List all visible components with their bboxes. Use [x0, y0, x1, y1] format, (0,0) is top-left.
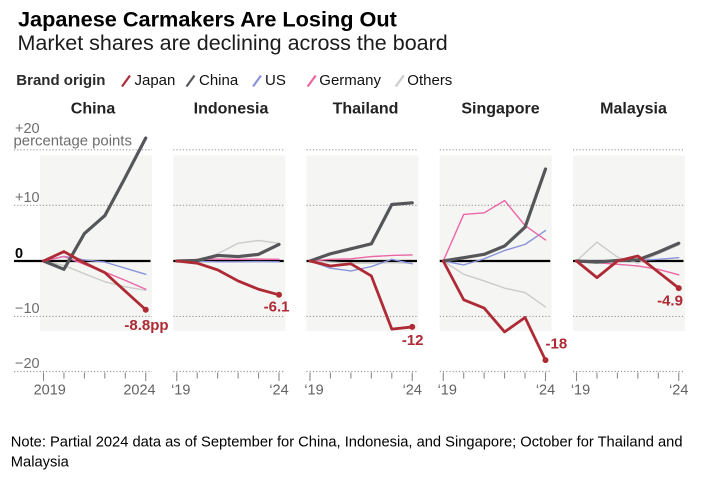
svg-text:Malaysia: Malaysia — [11, 455, 70, 471]
svg-text:Malaysia: Malaysia — [600, 101, 667, 118]
svg-text:Others: Others — [407, 72, 452, 89]
svg-text:Market shares are declining ac: Market shares are declining across the b… — [18, 31, 448, 55]
svg-text:Note: Partial 2024 data as of: Note: Partial 2024 data as of September … — [11, 435, 683, 451]
svg-text:‘24: ‘24 — [536, 382, 555, 398]
svg-text:Indonesia: Indonesia — [194, 101, 269, 118]
svg-text:-4.9: -4.9 — [657, 293, 683, 310]
svg-text:-18: -18 — [546, 336, 568, 353]
svg-text:-12: -12 — [402, 332, 424, 349]
svg-text:Germany: Germany — [319, 72, 381, 89]
svg-text:Japan: Japan — [135, 72, 176, 89]
svg-text:−10: −10 — [15, 301, 40, 317]
svg-text:‘24: ‘24 — [403, 382, 422, 398]
svg-text:Japanese Carmakers Are Losing: Japanese Carmakers Are Losing Out — [18, 6, 397, 31]
svg-text:‘19: ‘19 — [571, 382, 590, 398]
svg-text:China: China — [199, 72, 239, 89]
svg-text:+10: +10 — [15, 190, 40, 206]
svg-text:‘19: ‘19 — [171, 382, 190, 398]
svg-text:China: China — [71, 101, 116, 118]
svg-text:‘19: ‘19 — [304, 382, 323, 398]
svg-text:‘24: ‘24 — [269, 382, 288, 398]
svg-text:Thailand: Thailand — [333, 101, 399, 118]
svg-text:Brand origin: Brand origin — [16, 72, 105, 89]
svg-text:percentage points: percentage points — [14, 134, 132, 150]
svg-text:Singapore: Singapore — [461, 101, 539, 118]
svg-text:-6.1: -6.1 — [264, 299, 290, 316]
svg-text:-8.8pp: -8.8pp — [124, 317, 168, 334]
svg-text:‘24: ‘24 — [669, 382, 688, 398]
svg-text:−20: −20 — [15, 356, 40, 372]
svg-text:US: US — [265, 72, 286, 89]
svg-text:0: 0 — [15, 246, 23, 262]
svg-text:‘19: ‘19 — [438, 382, 457, 398]
svg-text:2019: 2019 — [34, 382, 66, 398]
svg-text:2024: 2024 — [123, 382, 155, 398]
svg-text:+20: +20 — [15, 121, 40, 137]
